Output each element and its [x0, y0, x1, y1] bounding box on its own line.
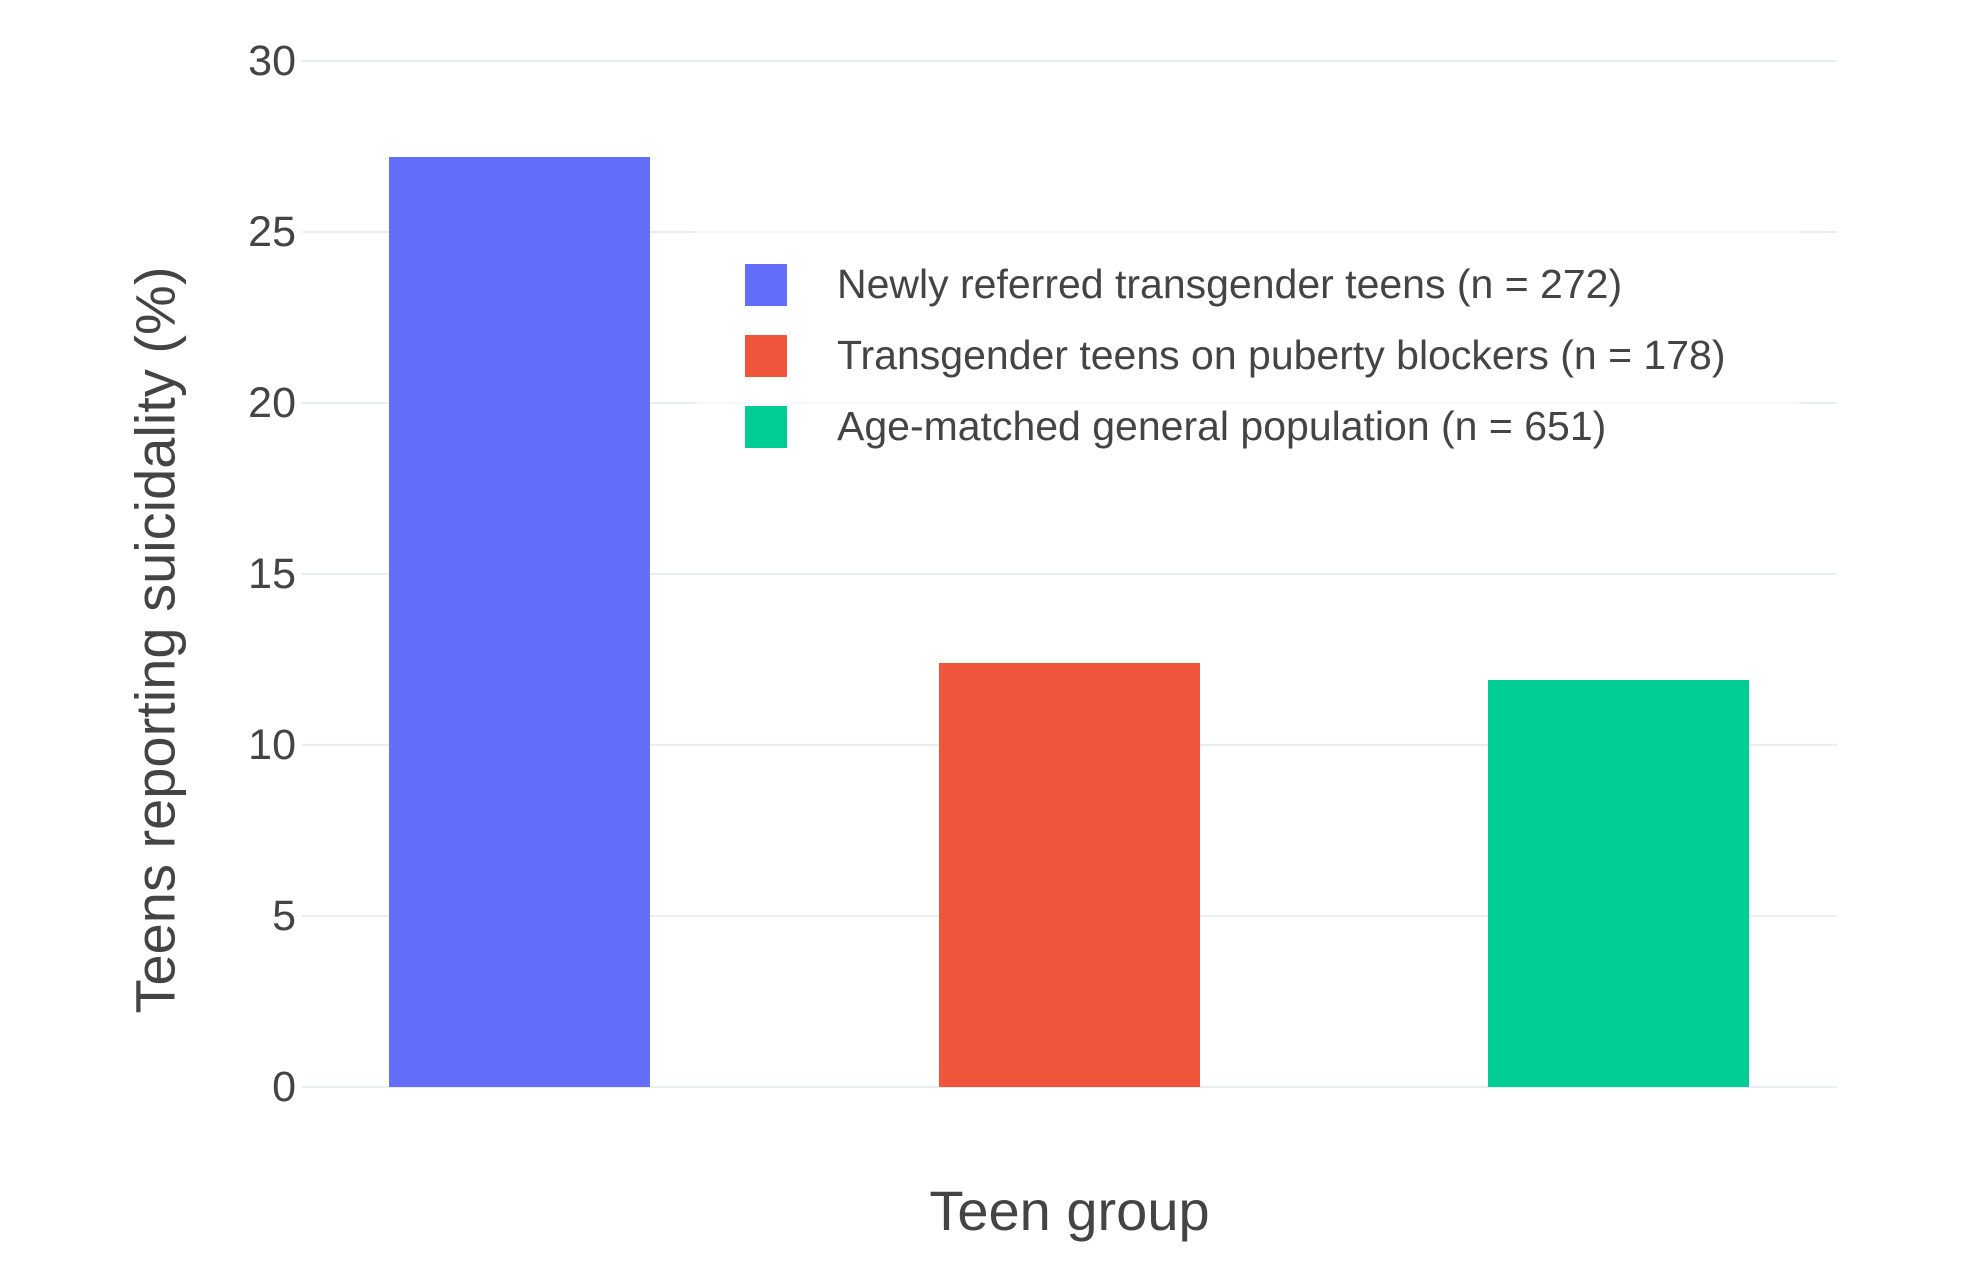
bar-2[interactable] — [938, 662, 1200, 1087]
legend-swatch-icon — [745, 405, 787, 448]
bar-1[interactable] — [389, 156, 650, 1087]
gridline-y-0 — [302, 1086, 1837, 1088]
legend-label: Newly referred transgender teens (n = 27… — [837, 261, 1623, 307]
y-tick-label-5: 5 — [272, 892, 296, 940]
legend-swatch-icon — [745, 334, 787, 377]
legend-item-1[interactable]: Newly referred transgender teens (n = 27… — [745, 261, 1800, 308]
y-tick-label-0: 0 — [272, 1063, 296, 1111]
gridline-y-15 — [302, 573, 1837, 575]
y-tick-label-25: 25 — [248, 208, 296, 256]
legend-swatch-icon — [745, 263, 787, 306]
y-axis-title: Teens reporting suicidality (%) — [123, 266, 187, 1014]
legend-item-2[interactable]: Transgender teens on puberty blockers (n… — [745, 332, 1800, 379]
bar-3[interactable] — [1488, 680, 1749, 1087]
y-tick-label-20: 20 — [248, 379, 296, 427]
y-tick-label-10: 10 — [248, 721, 296, 769]
gridline-y-30 — [302, 60, 1837, 62]
legend-items: Newly referred transgender teens (n = 27… — [745, 261, 1800, 450]
y-tick-label-30: 30 — [248, 37, 296, 85]
legend-label: Transgender teens on puberty blockers (n… — [837, 332, 1726, 378]
legend: Newly referred transgender teens (n = 27… — [697, 213, 1800, 470]
y-tick-label-15: 15 — [248, 550, 296, 598]
x-axis-title: Teen group — [929, 1179, 1210, 1242]
legend-item-3[interactable]: Age-matched general population (n = 651) — [745, 403, 1800, 450]
legend-label: Age-matched general population (n = 651) — [837, 403, 1607, 449]
